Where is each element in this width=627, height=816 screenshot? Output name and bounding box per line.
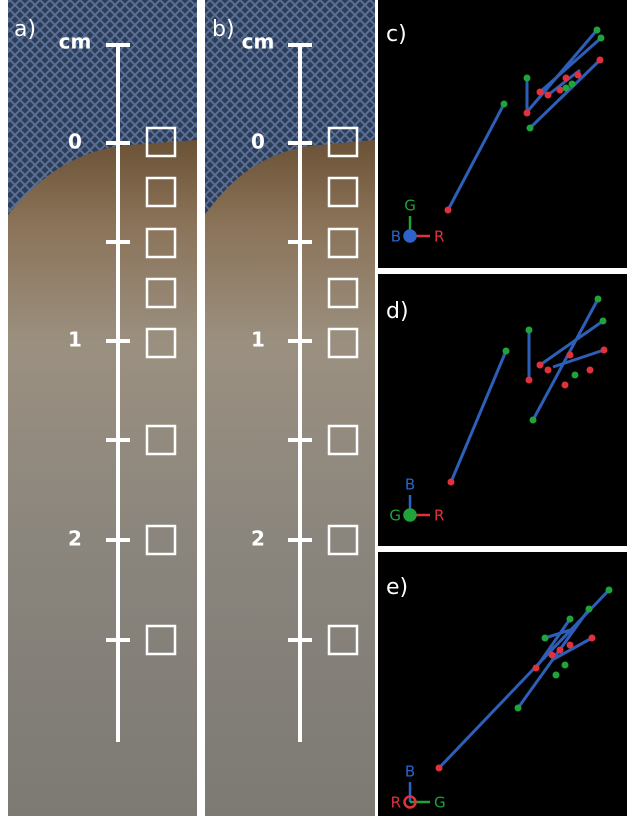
red-point	[601, 347, 608, 354]
green-point	[562, 662, 569, 669]
axis-label: G	[389, 507, 401, 525]
green-point	[563, 85, 570, 92]
red-point	[557, 647, 564, 654]
scale-tick-label: 0	[251, 130, 265, 154]
red-point	[589, 635, 596, 642]
scale-tick-label: 1	[68, 328, 82, 352]
scale-tick-label: 2	[68, 527, 82, 551]
red-point	[557, 87, 564, 94]
green-point	[598, 35, 605, 42]
scale-tick-label: 0	[68, 130, 82, 154]
red-point	[597, 57, 604, 64]
separator	[378, 268, 627, 274]
red-point	[575, 72, 582, 79]
red-point	[567, 642, 574, 649]
scale-tick-label: 2	[251, 527, 265, 551]
photo-b	[205, 0, 375, 816]
axis-label: R	[391, 794, 401, 812]
panel-label: c)	[386, 22, 407, 47]
red-point	[562, 382, 569, 389]
axis-label: G	[404, 197, 416, 215]
green-point	[595, 296, 602, 303]
green-point	[503, 348, 510, 355]
scale-unit: cm	[59, 30, 92, 54]
green-point	[515, 705, 522, 712]
red-point	[563, 75, 570, 82]
panel-label: e)	[386, 575, 408, 600]
green-point	[600, 318, 607, 325]
axis-label: G	[434, 794, 446, 812]
red-point	[549, 652, 556, 659]
axis-label: B	[391, 228, 401, 246]
red-point	[545, 92, 552, 99]
red-point	[587, 367, 594, 374]
green-point	[526, 327, 533, 334]
axis-origin	[405, 231, 416, 242]
red-point	[537, 89, 544, 96]
green-point	[606, 587, 613, 594]
axis-label: B	[405, 763, 415, 781]
green-point	[586, 606, 593, 613]
scale-tick-label: 1	[251, 328, 265, 352]
axis-label: B	[405, 476, 415, 494]
panel-label: d)	[386, 299, 409, 324]
figure: a)cm012b)cm012c)GBRd)BGRe)BRG	[0, 0, 627, 816]
red-point	[526, 377, 533, 384]
green-point	[542, 635, 549, 642]
plot-background	[378, 0, 627, 816]
green-point	[501, 101, 508, 108]
green-point	[553, 672, 560, 679]
axis-label: R	[434, 228, 444, 246]
separator	[378, 546, 627, 552]
green-point	[524, 75, 531, 82]
green-point	[527, 125, 534, 132]
red-point	[436, 765, 443, 772]
red-point	[537, 362, 544, 369]
red-point	[545, 367, 552, 374]
panel-label: a)	[14, 17, 36, 42]
red-point	[448, 479, 455, 486]
axis-origin	[405, 510, 416, 521]
green-point	[569, 81, 576, 88]
photo-a	[8, 0, 197, 816]
axis-label: R	[434, 507, 444, 525]
green-point	[594, 27, 601, 34]
red-point	[567, 352, 574, 359]
red-point	[524, 110, 531, 117]
green-point	[567, 616, 574, 623]
green-point	[572, 372, 579, 379]
red-point	[445, 207, 452, 214]
green-point	[530, 417, 537, 424]
panel-label: b)	[212, 17, 235, 42]
red-point	[533, 665, 540, 672]
scale-unit: cm	[242, 30, 275, 54]
